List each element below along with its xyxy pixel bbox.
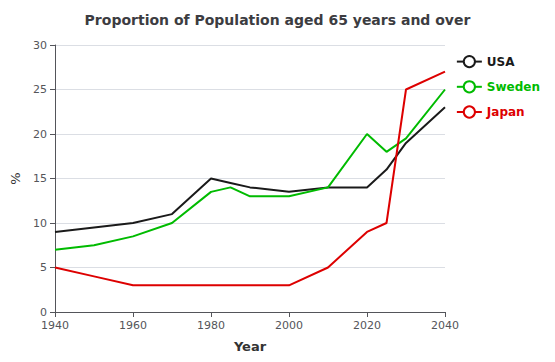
svg-text:25: 25 (33, 83, 47, 96)
svg-text:1980: 1980 (197, 319, 225, 332)
svg-text:%: % (8, 172, 23, 184)
svg-text:2000: 2000 (275, 319, 303, 332)
svg-text:20: 20 (33, 128, 47, 141)
svg-text:5: 5 (40, 261, 47, 274)
svg-text:30: 30 (33, 39, 47, 52)
svg-text:2040: 2040 (431, 319, 459, 332)
svg-text:Japan: Japan (486, 105, 525, 119)
svg-text:0: 0 (40, 306, 47, 319)
svg-text:Proportion of Population aged: Proportion of Population aged 65 years a… (85, 12, 471, 28)
svg-text:1940: 1940 (41, 319, 69, 332)
svg-text:15: 15 (33, 172, 47, 185)
svg-text:Sweden: Sweden (487, 80, 540, 94)
svg-text:USA: USA (487, 55, 515, 69)
svg-text:1960: 1960 (119, 319, 147, 332)
svg-text:10: 10 (33, 217, 47, 230)
svg-text:Year: Year (233, 339, 267, 354)
svg-text:2020: 2020 (353, 319, 381, 332)
